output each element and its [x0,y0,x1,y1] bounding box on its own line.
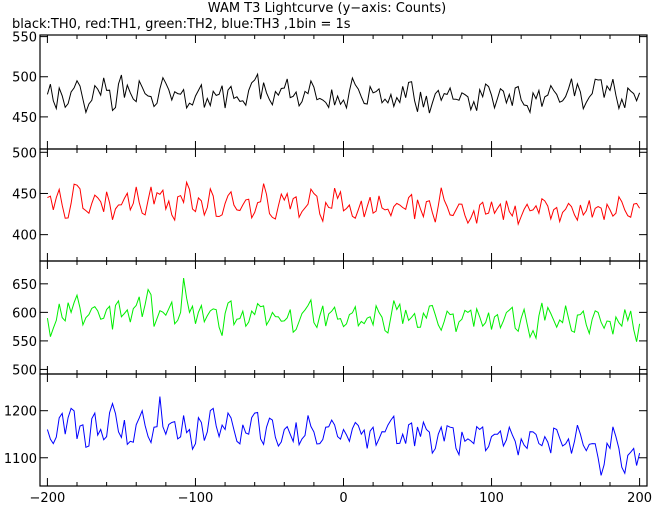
y-tick-label-TH0: 450 [12,111,37,126]
x-tick-label: 200 [627,491,652,505]
series-line-TH1 [47,180,641,226]
series-line-TH2 [46,278,641,342]
x-tick-label: −200 [30,491,66,505]
series-line-TH3 [46,396,641,476]
x-tick-label: 0 [339,491,347,505]
y-tick-label-TH1: 450 [12,187,37,202]
y-tick-label-TH0: 500 [12,71,37,86]
y-tick-label-TH2: 600 [12,306,37,321]
x-tick-label: −100 [178,491,214,505]
chart-subtitle: black:TH0, red:TH1, green:TH2, blue:TH3 … [12,17,351,32]
y-tick-label-TH3: 1200 [4,405,37,420]
y-tick-label-TH0: 550 [12,31,37,46]
y-tick-label-TH2: 500 [12,363,37,378]
y-tick-label-TH2: 650 [12,278,37,293]
chart-title: WAM T3 Lightcurve (y−axis: Counts) [207,1,447,16]
panel-frame-TH0 [39,34,648,150]
y-tick-label-TH1: 500 [12,146,37,161]
series-line-TH0 [46,72,641,115]
y-tick-label-TH3: 1100 [4,452,37,467]
x-tick-label: 100 [479,491,504,505]
y-tick-label-TH1: 400 [12,229,37,244]
panel-frame-TH1 [39,148,648,262]
y-tick-label-TH2: 550 [12,335,37,350]
